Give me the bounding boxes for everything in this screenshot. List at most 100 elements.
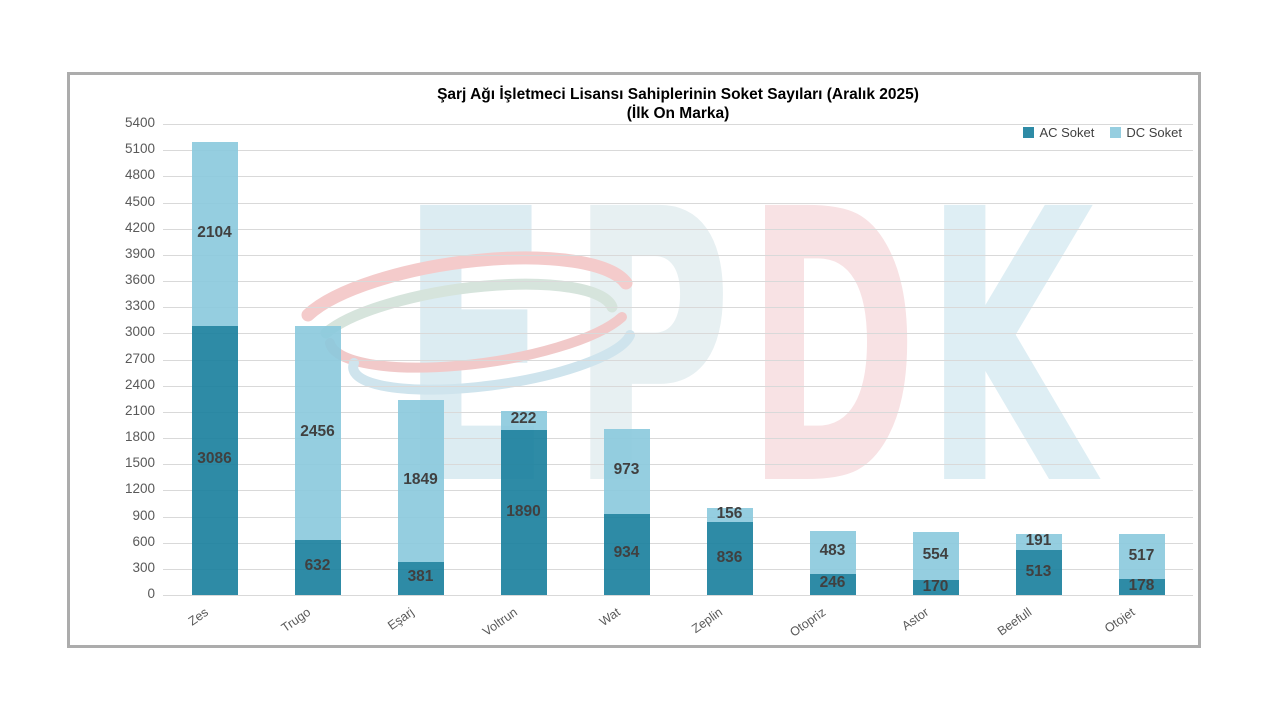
bar-segment-ac xyxy=(397,561,444,595)
bar-value-label: 2456 xyxy=(300,422,335,440)
gridline xyxy=(163,385,1193,387)
x-axis-label: Trugo xyxy=(279,605,314,635)
bar-segment-dc xyxy=(603,428,650,514)
legend-label: DC Soket xyxy=(1126,125,1182,140)
y-axis-tick-label: 3900 xyxy=(124,245,155,261)
bar-value-label: 1849 xyxy=(403,471,438,489)
bar-segment-ac xyxy=(191,325,238,595)
chart-title-line1: Şarj Ağı İşletmeci Lisansı Sahiplerinin … xyxy=(437,86,919,103)
legend-swatch xyxy=(1110,127,1122,138)
gridline xyxy=(163,411,1193,413)
bar-value-label: 513 xyxy=(1025,562,1052,580)
gridline xyxy=(163,150,1193,152)
chart-title-line2: (İlk On Marka) xyxy=(626,105,730,122)
gridline xyxy=(163,490,1193,492)
gridline xyxy=(163,202,1193,204)
y-axis-tick-label: 5100 xyxy=(124,141,155,157)
plot-area: 0 300 600 900 1200 1500 1800 2100 2400 2700 3000 33… xyxy=(70,75,1198,645)
bar-segment-ac xyxy=(603,513,650,595)
y-axis-tick-label: 2100 xyxy=(124,402,155,418)
bar-segment-dc xyxy=(191,142,238,326)
bar-value-label: 483 xyxy=(819,542,846,560)
bar-value-label: 632 xyxy=(304,557,331,575)
y-axis-tick-label: 4500 xyxy=(124,193,155,209)
bar-segment-dc xyxy=(809,531,856,574)
gridline xyxy=(163,568,1193,570)
bar-segment-ac xyxy=(500,430,547,595)
y-axis-tick-label: 4200 xyxy=(124,219,155,235)
x-axis-label: Otopriz xyxy=(787,605,829,640)
x-axis-label: Otojet xyxy=(1102,605,1138,636)
x-axis-label: Wat xyxy=(596,605,623,629)
bar-segment-dc xyxy=(912,531,959,581)
x-axis-label: Voltrun xyxy=(479,605,520,639)
bar-value-label: 222 xyxy=(510,410,537,428)
bar-value-label: 1890 xyxy=(506,502,541,520)
gridline xyxy=(163,438,1193,439)
gridline xyxy=(163,333,1193,335)
legend-item: AC Soket xyxy=(1023,125,1094,140)
x-axis-label: Beefull xyxy=(995,605,1035,639)
y-axis-tick-label: 3600 xyxy=(124,272,155,287)
gridline xyxy=(163,176,1193,178)
bar-value-label: 170 xyxy=(922,577,949,595)
gridline xyxy=(163,464,1193,466)
gridline xyxy=(163,254,1193,256)
x-axis-label: Zeplin xyxy=(689,605,726,636)
y-axis-tick-label: 0 xyxy=(147,586,155,601)
y-axis-tick-label: 900 xyxy=(132,507,155,523)
gridline xyxy=(163,542,1193,544)
legend: AC Soket DC Soket xyxy=(1023,125,1182,140)
gridline xyxy=(163,281,1193,282)
bar-segment-ac xyxy=(294,539,341,595)
gridline xyxy=(163,124,1193,125)
bar-segment-ac xyxy=(706,522,753,595)
y-axis-tick-label: 2700 xyxy=(124,350,155,366)
gridline xyxy=(163,307,1193,309)
bar-segment-ac xyxy=(1118,579,1165,595)
legend-item: DC Soket xyxy=(1110,125,1182,140)
legend-swatch xyxy=(1023,127,1035,138)
bar-segment-dc xyxy=(500,410,547,431)
x-axis-label: Eşarj xyxy=(385,605,417,633)
x-axis-label: Astor xyxy=(899,605,932,634)
bar-value-label: 2104 xyxy=(197,224,232,242)
y-axis-tick-label: 4800 xyxy=(124,167,155,183)
bar-segment-dc xyxy=(397,400,444,562)
x-axis-label: Zes xyxy=(185,605,211,629)
bar-value-label: 178 xyxy=(1128,577,1155,595)
bar-segment-dc xyxy=(1118,534,1165,580)
bar-value-label: 381 xyxy=(407,568,434,586)
bar-segment-ac xyxy=(912,580,959,595)
bar-value-label: 3086 xyxy=(197,450,232,468)
bar-value-label: 836 xyxy=(716,548,743,566)
gridline xyxy=(163,228,1193,230)
gridline xyxy=(163,359,1193,361)
y-axis-tick-label: 1800 xyxy=(124,429,155,444)
legend-label: AC Soket xyxy=(1039,125,1095,140)
bar-value-label: 934 xyxy=(613,544,640,562)
bar-value-label: 554 xyxy=(922,546,949,563)
bar-value-label: 973 xyxy=(613,461,640,479)
y-axis-tick-label: 600 xyxy=(132,533,155,549)
gridline xyxy=(163,595,1193,596)
bar-segment-dc xyxy=(1015,533,1062,551)
bar-value-label: 156 xyxy=(716,505,743,523)
y-axis-tick-label: 1200 xyxy=(124,481,155,497)
bar-value-label: 246 xyxy=(819,574,846,592)
gridline xyxy=(163,516,1193,518)
y-axis-tick-label: 3000 xyxy=(124,324,155,340)
bar-segment-dc xyxy=(706,508,753,523)
y-axis-tick-label: 300 xyxy=(132,559,155,575)
y-axis-tick-label: 1500 xyxy=(124,455,155,471)
y-axis-tick-label: 3300 xyxy=(124,298,155,314)
bar-value-label: 517 xyxy=(1128,546,1155,564)
chart-title: Şarj Ağı İşletmeci Lisansı Sahiplerinin … xyxy=(163,85,1193,123)
bar-segment-ac xyxy=(1015,550,1062,595)
bar-value-label: 191 xyxy=(1025,531,1052,549)
bar-segment-ac xyxy=(809,573,856,595)
y-axis-tick-label: 2400 xyxy=(124,376,155,392)
y-axis-tick-label: 5400 xyxy=(124,115,155,130)
